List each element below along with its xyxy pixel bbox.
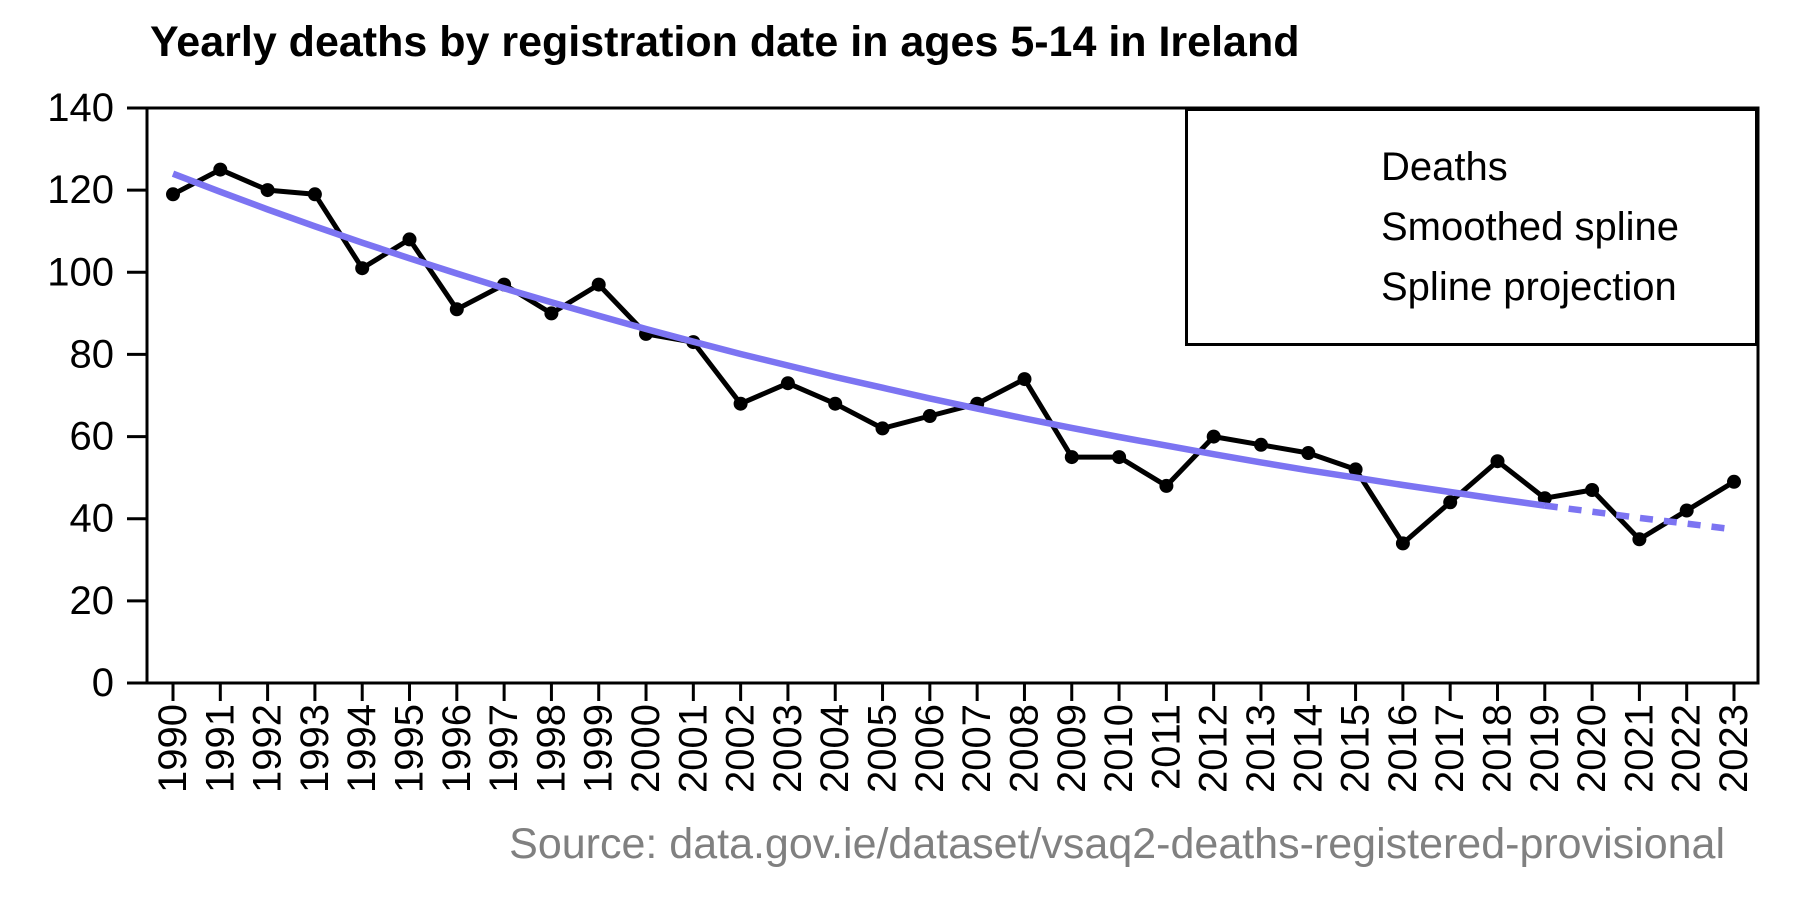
x-tick-label: 2017	[1428, 704, 1472, 793]
x-tick-label: 2015	[1334, 704, 1378, 793]
data-point	[166, 187, 180, 202]
data-point	[828, 396, 843, 411]
x-tick-label: 2019	[1523, 704, 1567, 793]
legend-label-deaths: Deaths	[1381, 144, 1508, 189]
data-point	[1632, 532, 1647, 547]
data-point	[1254, 437, 1268, 452]
x-tick-label: 1990	[151, 704, 195, 793]
y-tick-label: 80	[70, 332, 115, 376]
y-axis: 0 20 40 60 80 100 120 140	[47, 86, 147, 705]
data-point	[1585, 483, 1600, 497]
x-tick-label: 1996	[435, 704, 479, 793]
data-point	[1348, 462, 1363, 477]
x-tick-label: 2013	[1239, 704, 1283, 793]
data-point	[922, 409, 937, 423]
x-tick-label: 2003	[766, 704, 810, 793]
legend-box: Deaths Smoothed spline Spline projection	[1185, 108, 1758, 346]
x-tick-label: 2011	[1144, 704, 1188, 790]
x-tick-label: 2020	[1570, 704, 1614, 793]
x-tick-label: 2002	[719, 704, 763, 793]
data-point	[1112, 450, 1127, 465]
y-tick-label: 140	[47, 86, 114, 130]
x-tick-label: 1995	[388, 704, 432, 793]
y-tick-label: 120	[47, 168, 114, 212]
x-tick-label: 1991	[198, 704, 242, 793]
data-point	[1159, 478, 1174, 493]
data-point	[1206, 429, 1221, 444]
x-tick-label: 2014	[1286, 704, 1330, 793]
x-tick-label: 2016	[1381, 704, 1425, 793]
page-title: Yearly deaths by registration date in ag…	[150, 18, 1300, 66]
plot-border	[145, 106, 1760, 685]
data-point	[355, 261, 370, 276]
x-tick-label: 1993	[293, 704, 337, 793]
x-tick-label: 1997	[482, 704, 526, 793]
data-point	[733, 396, 748, 411]
data-point	[875, 421, 890, 436]
y-tick-label: 100	[47, 250, 114, 294]
source-caption: Source: data.gov.ie/dataset/vsaq2-deaths…	[509, 820, 1725, 868]
x-tick-label: 1992	[246, 704, 290, 793]
y-tick-label: 60	[70, 415, 115, 459]
x-tick-label: 2021	[1617, 704, 1661, 793]
data-point	[1064, 450, 1079, 465]
x-tick-label: 2018	[1475, 704, 1519, 793]
x-tick-label: 2000	[624, 704, 668, 793]
x-tick-label: 1998	[529, 704, 573, 793]
y-tick-label: 20	[70, 579, 115, 623]
deaths-markers	[166, 162, 1741, 551]
x-tick-label: 1994	[340, 704, 384, 793]
data-point	[1395, 536, 1410, 551]
data-point	[544, 306, 559, 321]
x-axis: 1990 1991 1992 1993 1994 1995 1996 1997 1998 1999…	[151, 683, 1756, 793]
legend-item-spline: Smoothed spline	[1188, 205, 1755, 250]
data-point	[1727, 474, 1741, 489]
x-tick-label: 2009	[1050, 704, 1094, 793]
y-tick-label: 40	[70, 497, 115, 541]
y-tick-label: 0	[92, 661, 114, 705]
data-point	[260, 183, 275, 198]
legend-item-projection: Spline projection	[1188, 265, 1755, 310]
x-tick-label: 2001	[671, 704, 715, 793]
x-tick-label: 2007	[955, 704, 999, 793]
deaths-line	[171, 167, 1736, 546]
data-point	[402, 232, 417, 247]
x-tick-label: 2023	[1712, 704, 1756, 793]
data-point	[1490, 454, 1505, 469]
spline-line	[171, 170, 1546, 509]
x-tick-label: 2008	[1002, 704, 1046, 793]
x-tick-label: 2004	[813, 704, 857, 793]
legend-label-spline: Smoothed spline	[1381, 204, 1679, 249]
x-tick-label: 1999	[577, 704, 621, 793]
data-point	[449, 302, 464, 317]
x-tick-label: 2006	[908, 704, 952, 793]
x-tick-label: 2010	[1097, 704, 1141, 793]
data-point	[591, 277, 606, 292]
data-point	[307, 187, 322, 202]
data-point	[1537, 491, 1552, 506]
legend-item-deaths: Deaths	[1188, 145, 1755, 190]
x-tick-label: 2005	[861, 704, 905, 793]
data-point	[780, 376, 795, 391]
x-tick-label: 2022	[1665, 704, 1709, 793]
x-tick-label: 2012	[1192, 704, 1236, 793]
data-point	[213, 162, 228, 177]
legend-label-projection: Spline projection	[1381, 264, 1677, 309]
data-point	[1017, 372, 1032, 387]
data-point	[1301, 446, 1316, 460]
projection-line	[1544, 502, 1735, 533]
data-point	[1679, 503, 1694, 518]
data-point	[1443, 495, 1458, 510]
